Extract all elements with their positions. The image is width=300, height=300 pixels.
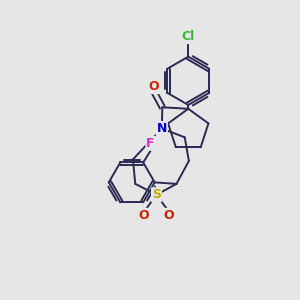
Text: S: S xyxy=(152,188,161,201)
Text: O: O xyxy=(149,80,159,93)
Text: N: N xyxy=(157,122,167,135)
Text: O: O xyxy=(164,209,175,222)
Text: Cl: Cl xyxy=(182,30,195,43)
Text: F: F xyxy=(146,137,155,150)
Text: O: O xyxy=(139,209,149,222)
